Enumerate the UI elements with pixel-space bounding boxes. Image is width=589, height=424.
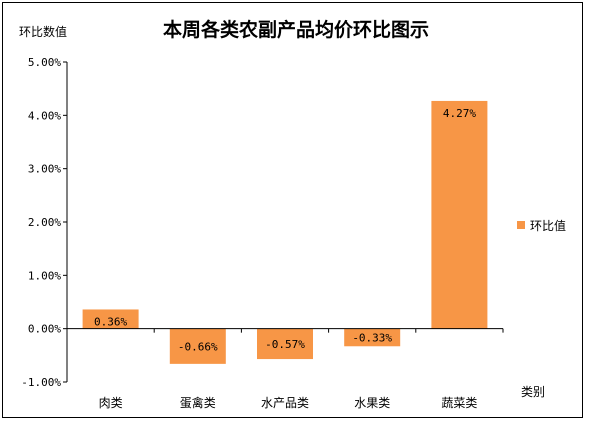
category-label: 蔬菜类: [441, 396, 477, 410]
data-label: -0.33%: [352, 331, 392, 344]
bar: [169, 328, 226, 364]
bar: [344, 328, 401, 347]
category-label: 肉类: [99, 396, 123, 410]
y-axis-label: 环比数值: [19, 24, 67, 39]
y-tick-label: -1.00%: [21, 376, 61, 389]
y-tick-label: 0.00%: [28, 323, 61, 336]
data-label: 4.27%: [443, 107, 476, 120]
category-label: 水果类: [354, 396, 390, 410]
x-axis-label: 类别: [521, 385, 545, 399]
legend-swatch: [517, 221, 525, 229]
chart-svg: 本周各类农副产品均价环比图示 环比数值 类别 5.00% 4.00% 3.00% 2.…: [19, 18, 566, 410]
data-label: 0.36%: [94, 315, 127, 328]
y-tick-label: 2.00%: [28, 216, 61, 229]
category-label: 蛋禽类: [180, 395, 216, 410]
y-tick-label: 1.00%: [28, 269, 61, 282]
bar: [82, 309, 139, 329]
bar: [257, 328, 313, 360]
chart-title: 本周各类农副产品均价环比图示: [163, 18, 429, 41]
y-tick-label: 3.00%: [28, 163, 61, 176]
y-tick-label: 5.00%: [28, 56, 61, 69]
category-label: 水产品类: [261, 396, 309, 410]
chart-frame: 本周各类农副产品均价环比图示 环比数值 类别 5.00% 4.00% 3.00% 2.…: [2, 2, 583, 418]
legend-label: 环比值: [530, 218, 566, 233]
y-tick-label: 4.00%: [28, 109, 61, 122]
bar: [431, 100, 488, 329]
data-label: -0.66%: [178, 340, 218, 353]
data-label: -0.57%: [265, 338, 305, 351]
